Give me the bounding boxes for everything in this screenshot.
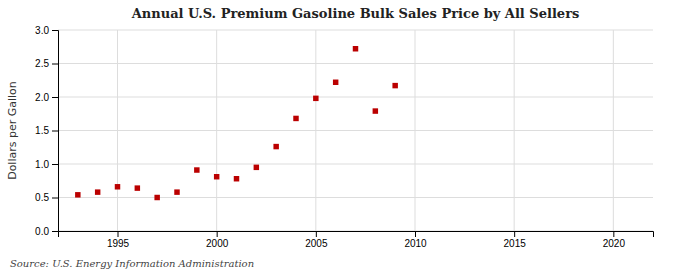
- y-tick-mark: [52, 231, 58, 232]
- marks: [75, 46, 398, 200]
- grid-line-y: [58, 197, 653, 198]
- point: [154, 195, 159, 200]
- y-tick-label: 3.0: [35, 25, 49, 36]
- y-tick-label: 1.5: [35, 125, 49, 136]
- x-tick-label: 2015: [504, 238, 527, 249]
- grid-line-y: [58, 97, 653, 98]
- x-axis-line: [59, 232, 654, 238]
- point: [135, 185, 140, 190]
- x-tick-mark: [118, 231, 119, 237]
- y-tick-label: 2.0: [35, 92, 49, 103]
- y-tick-label: 1.0: [35, 159, 49, 170]
- x-tick: 1995: [107, 231, 130, 249]
- plot-area: 1995 2000 2005 2010 2015 2020 0.0 0.5 1.0 1.5 2.0 2…: [35, 25, 653, 249]
- point: [333, 80, 338, 85]
- y-axis-line: [52, 31, 59, 232]
- x-tick: 2015: [504, 231, 527, 249]
- point: [174, 189, 179, 194]
- chart: 1995 2000 2005 2010 2015 2020 0.0 0.5 1.0 1.5 2.0 2…: [0, 0, 675, 275]
- point: [194, 167, 199, 172]
- y-tick: 1.0: [35, 159, 58, 170]
- point: [293, 116, 298, 121]
- y-tick-label: 0.0: [35, 226, 49, 237]
- y-tick-mark: [52, 97, 58, 98]
- x-tick-mark: [217, 231, 218, 237]
- x-tick: 2010: [404, 231, 427, 249]
- x-tick-label: 2020: [603, 238, 626, 249]
- y-tick: 0.5: [35, 192, 58, 203]
- title: Annual U.S. Premium Gasoline Bulk Sales …: [131, 6, 580, 21]
- point: [313, 96, 318, 101]
- point: [392, 83, 397, 88]
- x-tick-label: 2000: [206, 238, 229, 249]
- y-tick-mark: [52, 30, 58, 31]
- point: [254, 165, 259, 170]
- x-tick-mark: [514, 231, 515, 237]
- y-tick-mark: [52, 64, 58, 65]
- y-tick-mark: [52, 131, 58, 132]
- point: [273, 144, 278, 149]
- x-tick-mark: [415, 231, 416, 237]
- grid-line-y: [58, 30, 653, 31]
- grid-line-y: [58, 63, 653, 64]
- grid: [58, 30, 653, 231]
- y-tick: 2.5: [35, 58, 58, 69]
- x-tick-mark: [613, 231, 614, 237]
- grid-line-y: [58, 164, 653, 165]
- x-tick-mark: [316, 231, 317, 237]
- point: [214, 174, 219, 179]
- point: [75, 192, 80, 197]
- y-tick: 1.5: [35, 125, 58, 136]
- y-tick: 2.0: [35, 92, 58, 103]
- y-tick-label: 0.5: [35, 192, 49, 203]
- y-tick-mark: [52, 164, 58, 165]
- point: [353, 46, 358, 51]
- y-tick: 3.0: [35, 25, 58, 36]
- y-axis-label: Dollars per Gallon: [6, 81, 19, 180]
- x-tick: 2005: [305, 231, 328, 249]
- grid-line-y: [58, 130, 653, 131]
- y-tick-label: 2.5: [35, 58, 49, 69]
- x-tick-label: 1995: [107, 238, 130, 249]
- x-tick: 2020: [603, 231, 626, 249]
- x-tick-label: 2010: [404, 238, 427, 249]
- y-axis: 0.0 0.5 1.0 1.5 2.0 2.5 3.0: [35, 25, 58, 237]
- x-tick-label: 2005: [305, 238, 328, 249]
- point: [234, 176, 239, 181]
- x-tick: 2000: [206, 231, 229, 249]
- source-note: Source: U.S. Energy Information Administ…: [10, 258, 254, 269]
- point: [373, 108, 378, 113]
- point: [115, 184, 120, 189]
- point: [95, 189, 100, 194]
- x-axis: 1995 2000 2005 2010 2015 2020: [59, 231, 654, 249]
- y-tick: 0.0: [35, 226, 58, 237]
- y-tick-mark: [52, 198, 58, 199]
